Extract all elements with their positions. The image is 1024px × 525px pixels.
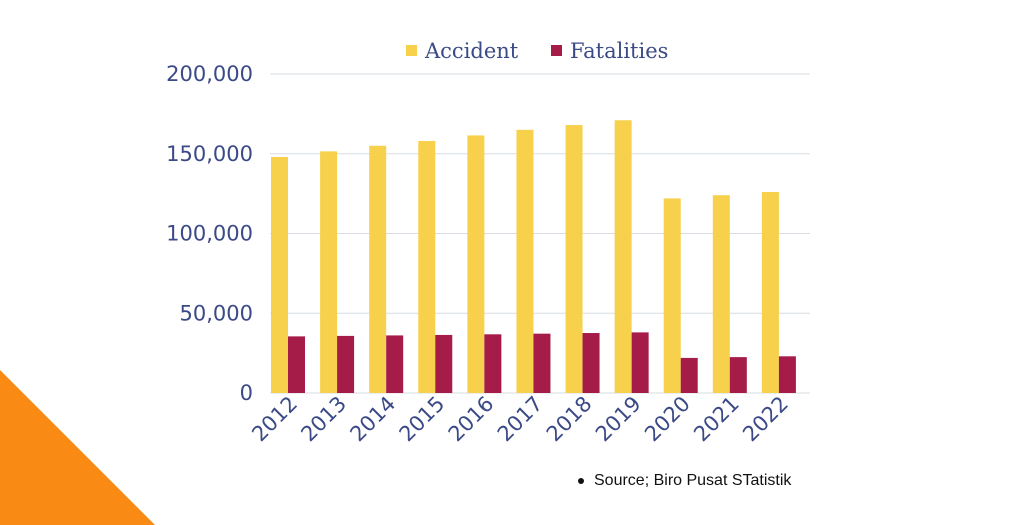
y-tick-label: 200,000 — [166, 62, 253, 86]
bar-accident-2015 — [418, 140, 436, 393]
bar-fatalities-2020 — [680, 357, 698, 393]
bar-fatalities-2021 — [729, 357, 747, 393]
bar-accident-2022 — [761, 192, 779, 393]
bar-accident-2013 — [320, 151, 338, 393]
x-tick-label: 2016 — [444, 392, 499, 447]
bar-accident-2021 — [712, 195, 730, 393]
bar-fatalities-2018 — [582, 333, 600, 393]
y-tick-label: 50,000 — [180, 301, 253, 325]
source-text: Source; Biro Pusat STatistik — [594, 472, 792, 489]
x-tick-label: 2015 — [395, 392, 450, 447]
bar-accident-2014 — [369, 145, 387, 393]
bar-accident-2019 — [614, 120, 632, 393]
legend-label-fatalities: Fatalities — [570, 39, 668, 63]
x-tick-label: 2018 — [542, 392, 597, 447]
bar-fatalities-2017 — [533, 333, 551, 393]
x-tick-label: 2021 — [689, 392, 744, 447]
x-tick-label: 2013 — [296, 392, 351, 447]
legend-swatch-accident — [406, 45, 417, 56]
bar-fatalities-2015 — [435, 334, 453, 393]
bar-accident-2017 — [516, 129, 534, 393]
bar-fatalities-2019 — [631, 332, 649, 393]
x-tick-label: 2019 — [591, 392, 646, 447]
bar-fatalities-2013 — [337, 335, 355, 393]
x-tick-label: 2014 — [345, 392, 400, 447]
source-note: Source; Biro Pusat STatistik — [578, 472, 791, 490]
bar-fatalities-2014 — [386, 335, 404, 393]
bullet-icon — [578, 478, 584, 484]
bar-accident-2018 — [565, 125, 583, 393]
y-tick-label: 100,000 — [166, 222, 253, 246]
y-tick-label: 150,000 — [166, 142, 253, 166]
bar-accident-2016 — [467, 135, 485, 393]
x-tick-label: 2022 — [738, 392, 793, 447]
bar-accident-2012 — [271, 156, 288, 393]
bar-accident-2020 — [663, 198, 681, 393]
bar-fatalities-2022 — [778, 356, 796, 393]
x-tick-label: 2020 — [640, 392, 695, 447]
legend-swatch-fatalities — [551, 45, 562, 56]
bar-fatalities-2012 — [288, 336, 305, 393]
x-tick-label: 2017 — [493, 392, 548, 447]
bar-fatalities-2016 — [484, 334, 502, 393]
x-tick-label: 2012 — [247, 392, 302, 447]
legend-label-accident: Accident — [424, 39, 519, 63]
y-tick-label: 0 — [240, 381, 253, 405]
